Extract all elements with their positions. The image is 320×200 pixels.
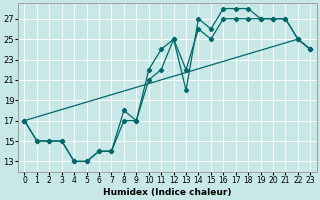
X-axis label: Humidex (Indice chaleur): Humidex (Indice chaleur) [103, 188, 232, 197]
